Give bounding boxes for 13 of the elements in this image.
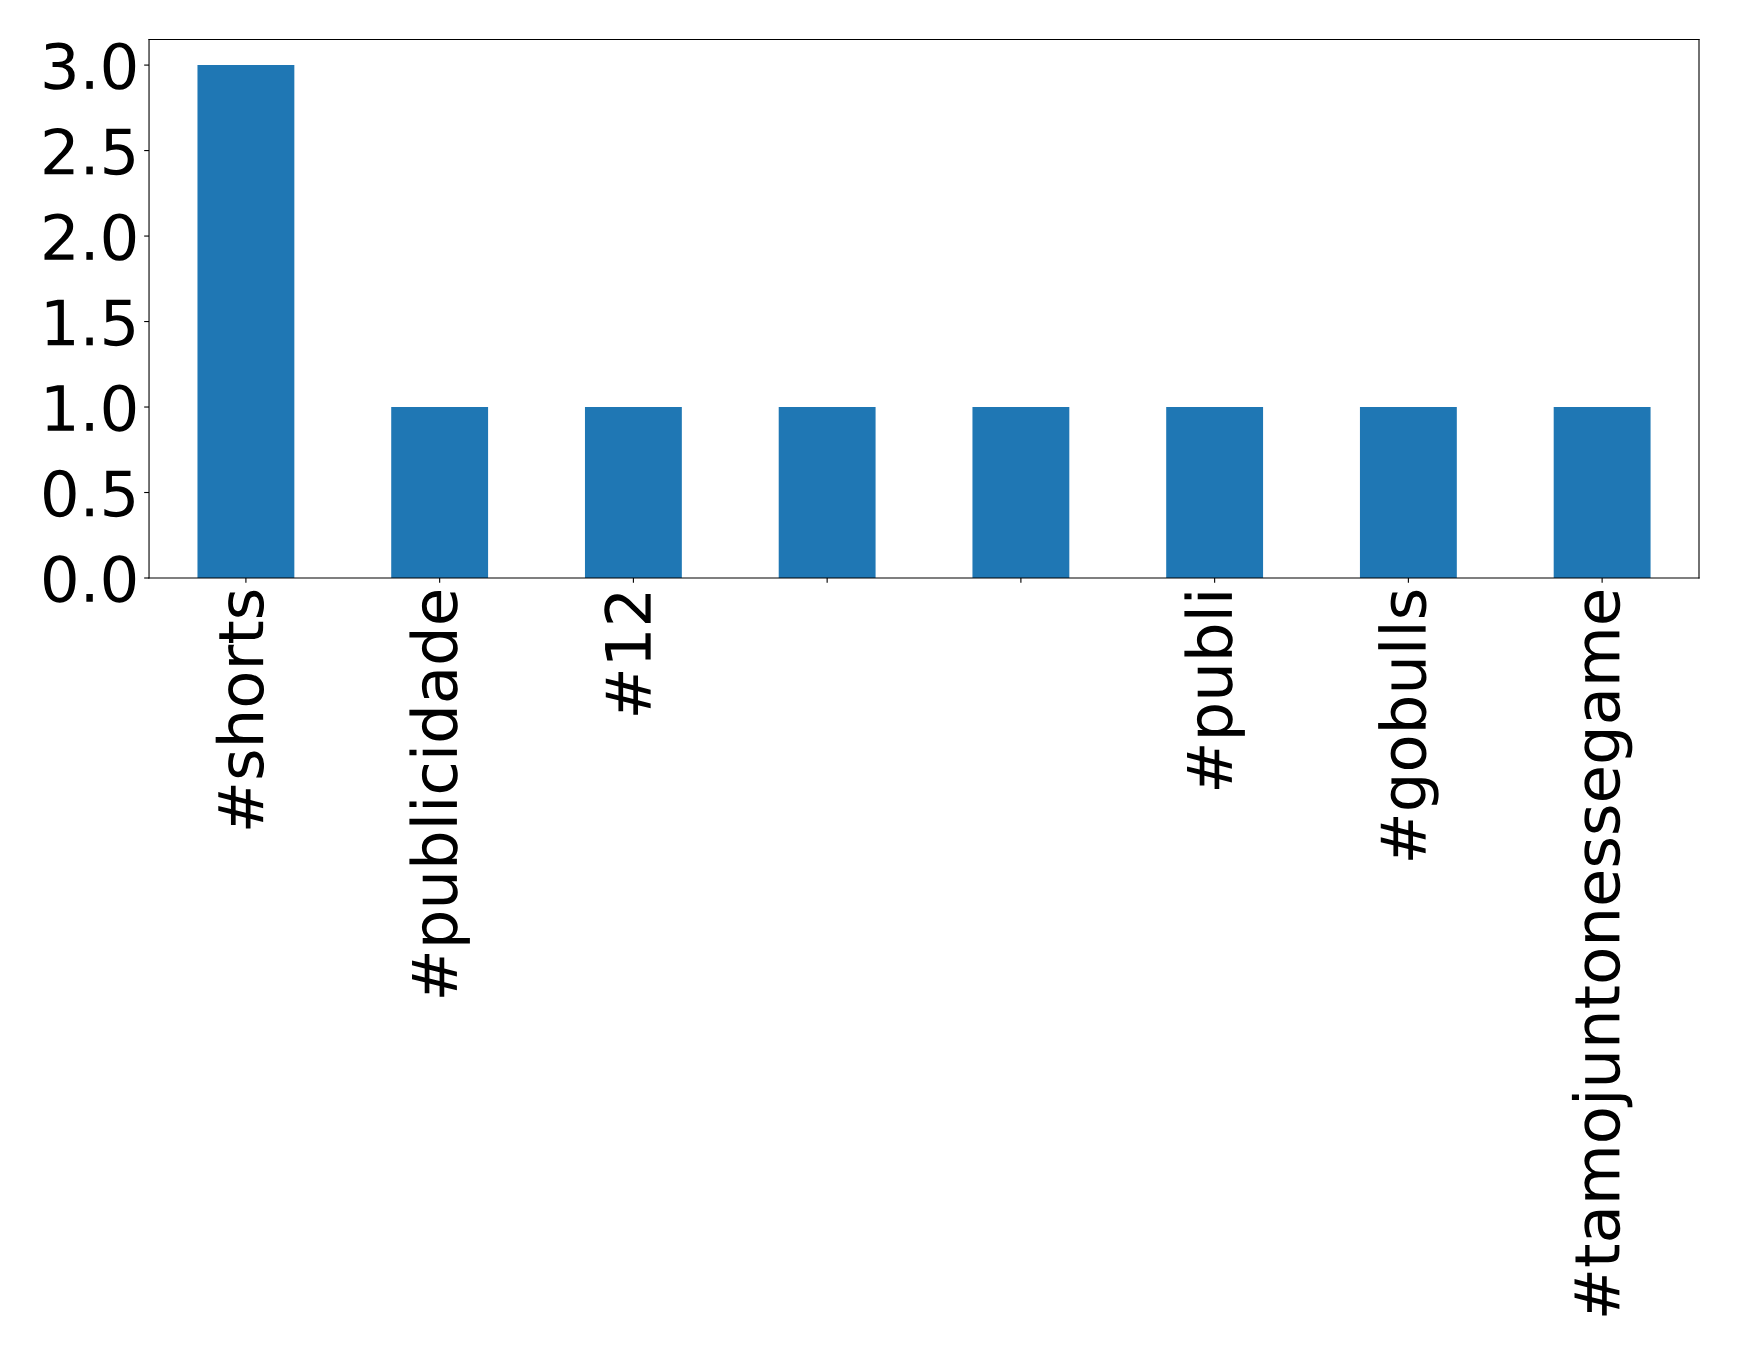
y-tick-label: 1.5 — [46, 299, 134, 347]
x-tick-label: #publicidade — [409, 591, 470, 997]
y-tick-label: 1.0 — [46, 384, 136, 432]
x-tick-label: #shorts — [215, 590, 265, 829]
y-tick-label: 3.0 — [44, 42, 136, 90]
x-tick-label: #gobulls — [1378, 590, 1439, 860]
x-tick-label: #tamojuntonessegame — [1571, 591, 1633, 1316]
y-tick-label: 2.0 — [44, 213, 136, 261]
y-tick-label: 2.5 — [44, 127, 134, 176]
x-tick-label: #12 — [604, 593, 651, 715]
x-tick-label: #publi — [1184, 593, 1245, 789]
y-tick-label: 0.0 — [44, 555, 136, 603]
y-tick-label: 0.5 — [44, 469, 134, 518]
